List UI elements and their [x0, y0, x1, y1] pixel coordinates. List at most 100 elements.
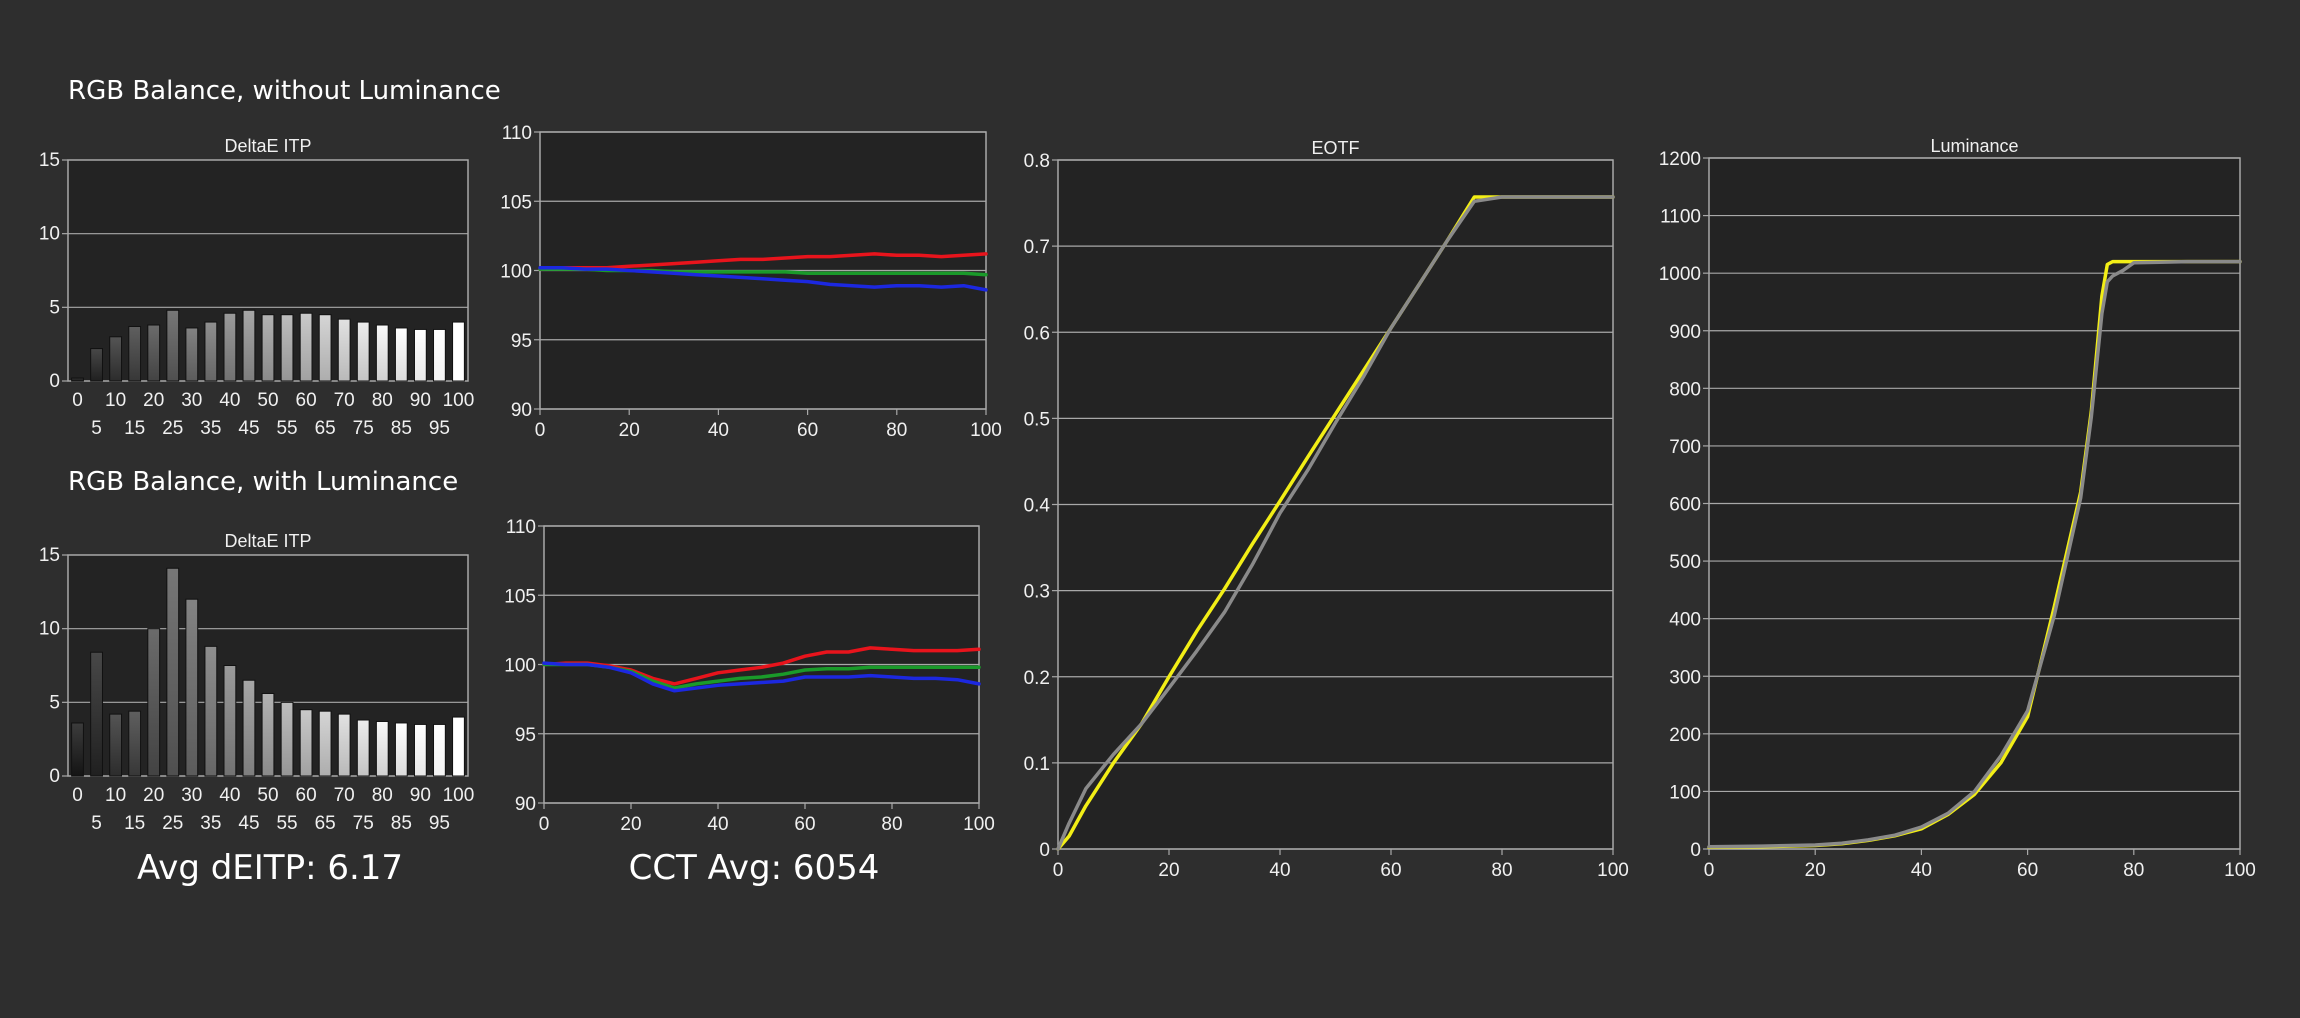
bar-100 [452, 716, 465, 777]
bar-80 [375, 720, 389, 777]
x-tick-label: 75 [353, 813, 374, 834]
y-tick-label: 100 [500, 262, 532, 283]
bar-60 [299, 709, 313, 777]
y-tick-label: 10 [39, 224, 60, 245]
y-tick-label: 110 [506, 517, 536, 538]
y-tick-label: 90 [515, 794, 536, 815]
x-tick-label: 20 [1805, 860, 1826, 881]
y-tick-label: 105 [504, 586, 536, 607]
y-tick-label: 10 [39, 619, 60, 640]
x-tick-label: 65 [315, 418, 336, 439]
x-tick-label: 70 [334, 390, 355, 411]
y-tick-label: 200 [1669, 725, 1701, 746]
x-tick-label: 35 [200, 813, 221, 834]
x-tick-label: 10 [105, 785, 126, 806]
bar-15 [128, 325, 142, 382]
x-tick-label: 85 [391, 813, 412, 834]
bar-40 [223, 665, 237, 777]
bar-65 [318, 314, 332, 382]
bar-0 [71, 377, 84, 382]
bar-65 [318, 710, 332, 777]
y-tick-label: 0.7 [1024, 237, 1050, 258]
bar-30 [185, 598, 199, 777]
x-tick-label: 65 [315, 813, 336, 834]
series-line-blue [542, 661, 981, 693]
chart-title: DeltaE ITP [224, 531, 311, 551]
x-tick-label: 0 [72, 390, 83, 411]
y-tick-label: 1200 [1659, 149, 1701, 170]
x-tick-label: 90 [410, 390, 431, 411]
bar-80 [375, 324, 389, 382]
y-tick-label: 0 [49, 766, 60, 787]
y-tick-label: 0.4 [1024, 496, 1051, 517]
x-tick-label: 0 [535, 420, 546, 441]
y-tick-label: 90 [511, 400, 532, 421]
x-tick-label: 0 [1704, 860, 1715, 881]
series-line-gray_ref [1707, 259, 2242, 849]
y-tick-label: 1000 [1659, 264, 1701, 285]
bar-35 [204, 645, 218, 777]
x-tick-label: 40 [1911, 860, 1932, 881]
bar-85 [394, 722, 408, 777]
y-tick-label: 500 [1669, 552, 1701, 573]
x-tick-label: 0 [1053, 860, 1064, 881]
section-title-with-luminance: RGB Balance, with Luminance [68, 467, 459, 497]
bar-25 [166, 309, 180, 382]
x-tick-label: 10 [105, 390, 126, 411]
x-tick-label: 20 [143, 785, 164, 806]
y-tick-label: 900 [1669, 322, 1701, 343]
x-tick-label: 90 [410, 785, 431, 806]
x-tick-label: 0 [72, 785, 83, 806]
x-tick-label: 45 [238, 418, 259, 439]
x-tick-label: 15 [124, 813, 145, 834]
x-tick-label: 40 [1269, 860, 1290, 881]
chart-title: Luminance [1930, 136, 2018, 156]
x-tick-label: 95 [429, 418, 450, 439]
x-tick-label: 40 [219, 390, 240, 411]
bar-10 [109, 336, 123, 382]
bar-20 [147, 628, 161, 777]
y-tick-label: 400 [1669, 610, 1701, 631]
y-tick-label: 300 [1669, 667, 1701, 688]
y-tick-label: 0.2 [1024, 668, 1050, 689]
x-tick-label: 5 [91, 813, 102, 834]
x-tick-label: 100 [963, 814, 995, 835]
x-tick-label: 60 [296, 390, 317, 411]
y-tick-label: 100 [504, 656, 536, 677]
x-tick-label: 100 [1597, 860, 1629, 881]
x-tick-label: 25 [162, 418, 183, 439]
chart-title: EOTF [1312, 138, 1360, 158]
bar-30 [185, 327, 199, 382]
bar-70 [337, 318, 351, 382]
x-tick-label: 60 [794, 814, 815, 835]
x-tick-label: 85 [391, 418, 412, 439]
y-tick-label: 1100 [1660, 207, 1701, 228]
bar-50 [261, 692, 275, 777]
x-tick-label: 70 [334, 785, 355, 806]
x-tick-label: 100 [443, 785, 475, 806]
y-tick-label: 0.8 [1024, 151, 1050, 172]
bar-75 [356, 719, 370, 777]
bar-10 [109, 713, 123, 777]
x-tick-label: 30 [181, 785, 202, 806]
x-tick-label: 20 [1158, 860, 1179, 881]
x-tick-label: 40 [219, 785, 240, 806]
x-tick-label: 25 [162, 813, 183, 834]
x-tick-label: 80 [1491, 860, 1512, 881]
chart-rgb-lum: 90 95 100 105 110 0 20 40 60 80 100 [504, 517, 995, 835]
bar-95 [433, 328, 446, 382]
y-tick-label: 700 [1669, 437, 1701, 458]
x-tick-label: 40 [707, 814, 728, 835]
y-tick-label: 0.1 [1024, 754, 1050, 775]
bar-55 [280, 314, 294, 382]
x-tick-label: 45 [238, 813, 259, 834]
x-tick-label: 20 [620, 814, 641, 835]
series-line-gray_ref [1056, 195, 1615, 851]
chart-luminance: Luminance0100200300400500600700800900100… [1659, 136, 2256, 881]
x-tick-label: 50 [257, 785, 278, 806]
x-tick-label: 80 [2123, 860, 2144, 881]
series-line-blue [538, 265, 988, 292]
